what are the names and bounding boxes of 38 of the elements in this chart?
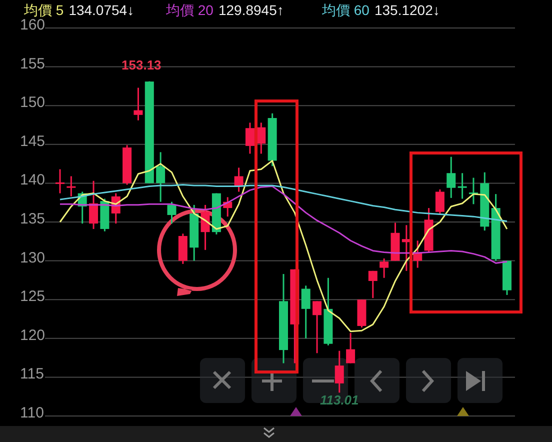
y-tick-label: 125 [20,288,46,306]
candlestick [380,258,389,279]
text: 均價 20 [165,2,214,18]
candlestick [134,87,143,122]
candlestick [458,172,467,200]
annotation: 153.13 [122,57,162,72]
candlestick [156,151,166,203]
candlestick [245,122,254,154]
y-tick-label: 110 [20,404,44,422]
line-series [59,160,508,332]
text: 135.1202↓ [374,2,440,18]
candlestick [301,284,310,340]
y-tick-label: 160 [20,16,46,34]
annotation: 113.01 [320,392,359,408]
y-tick-label: 150 [20,94,46,112]
y-tick-label: 135 [20,210,46,228]
y-tick-label: 155 [20,55,46,72]
candlestick [435,188,444,216]
candlestick [167,201,176,224]
text: 134.0754↓ [68,2,134,18]
candlestick [89,180,98,230]
candlestick [200,204,210,251]
candlestick [446,156,456,199]
candlestick [334,350,344,394]
candlestick [66,175,76,198]
y-tick-label: 130 [20,249,46,266]
candlestick [56,168,64,194]
y-tick-label: 145 [20,132,46,150]
y-tick-label: 120 [20,326,46,344]
y-tick-label: 115 [20,366,44,383]
candlestick [312,300,322,354]
candlestick [346,332,356,364]
text: 均價 5 [23,2,64,18]
text: 129.8945↑ [218,2,284,18]
candlestick [368,270,378,299]
candlestick [234,166,244,192]
text: 均價 60 [321,2,370,18]
y-tick-label: 140 [20,172,46,189]
